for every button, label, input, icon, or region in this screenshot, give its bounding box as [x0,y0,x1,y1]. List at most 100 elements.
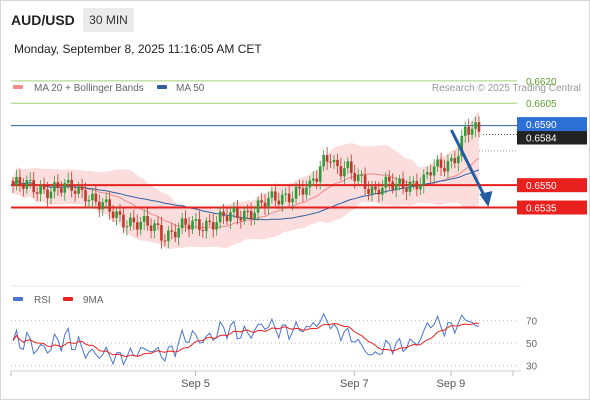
candle-body [180,218,184,229]
candle-body [377,189,381,195]
x-tick-label: Sep 7 [340,378,369,390]
rsi-tick-label: 70 [526,316,538,327]
symbol-title: AUD/USD [11,12,75,28]
candle-body [170,230,174,232]
candle-body [49,191,53,199]
candle-body [456,156,460,164]
candle-body [211,222,215,230]
candle-body [253,212,256,219]
ma50-line [12,169,480,221]
candle-body [194,219,198,221]
candle-body [111,211,115,218]
candle-body [291,198,294,203]
candle-body [260,200,263,203]
candle-body [450,158,453,162]
current-price-label: 0.6584 [526,134,557,145]
candle-body [104,199,108,203]
level-label-0590: 0.6590 [526,120,557,131]
current-price-label-box [517,130,587,145]
candle-body [108,199,111,212]
candle-body [284,193,287,195]
candle-body [229,212,232,222]
legend-ma50-swatch [157,85,167,89]
legend-ma20-swatch [13,85,23,89]
candle-body [15,177,18,186]
candle-body [236,207,239,219]
timeframe-button[interactable]: 30 MIN [83,8,134,32]
candle-body [91,193,94,201]
bollinger-band [13,111,479,249]
candle-body [242,210,246,221]
candle-body [343,168,346,177]
candle-body [336,159,339,167]
candle-body [394,183,398,190]
candle-body [460,135,464,157]
rsi-9ma-line [12,322,480,357]
candle-body [132,217,136,223]
candle-body [66,179,70,184]
candle-body [287,193,291,203]
candle-body [474,122,477,129]
candle-body [429,172,432,176]
candle-body [415,181,419,190]
candle-body [405,188,408,192]
candle-body [191,220,194,230]
candle-body [42,185,46,190]
forecast-arrow-shaft [450,129,487,199]
candle-body [146,216,149,226]
candle-body [201,230,205,232]
candle-body [277,200,281,205]
candle-body [149,225,153,231]
candle-body [142,216,146,222]
candle-body [101,202,105,210]
candle-body [363,174,367,189]
candle-body [256,200,260,213]
candle-body [425,172,429,175]
legend-ma20-label: MA 20 + Bollinger Bands [34,83,144,94]
candle-body [270,191,274,198]
candle-body [129,217,132,227]
candle-body [177,228,180,238]
candle-body [35,192,39,194]
candle-body [46,189,49,199]
candle-body [315,178,319,182]
price-panel: 0.6620 0.6605 0.6584 0.6590 0.6550 0.6535 [11,77,587,249]
candle-body [384,176,388,188]
candle-body [60,188,63,193]
candle-body [387,176,391,182]
candle-body [28,179,32,181]
candle-body [205,220,208,231]
candle-body [463,126,467,136]
candle-body [408,181,412,192]
candle-body [443,167,446,172]
x-tick-label: Sep 5 [181,378,210,390]
candle-body [353,173,357,182]
candle-body [322,154,325,167]
candle-body [305,187,308,195]
candle-body [187,224,191,230]
legend-rsi-swatch [13,297,23,301]
legend-9ma-swatch [63,297,73,301]
candle-body [222,211,225,217]
candle-body [318,166,322,182]
candle-body [39,185,42,194]
candle-body [346,161,350,169]
candle-body [412,181,415,183]
candle-body [173,231,177,238]
rsi-line [12,312,480,366]
legend-rsi-label: RSI [34,295,51,306]
candle-body [398,178,401,184]
candle-body [70,179,73,191]
rsi-tick-label: 50 [526,339,538,350]
candle-body [239,218,243,221]
candle-body [356,175,360,182]
candle-body [246,210,250,212]
level-label-0550: 0.6550 [526,181,557,192]
research-credit: Research © 2025 Trading Central [432,83,581,94]
level-label-0535-box [517,200,587,215]
candle-body [208,220,212,223]
candle-body [135,222,139,230]
candle-body [360,174,363,176]
candle-body [294,186,298,199]
candle-body [339,166,343,177]
